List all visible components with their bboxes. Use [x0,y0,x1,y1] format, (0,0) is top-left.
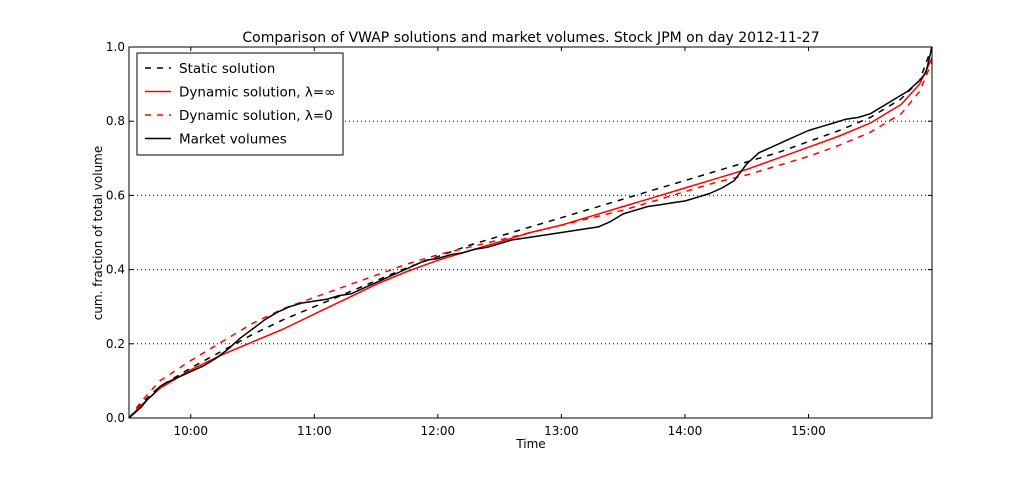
x-tick-label: 14:00 [668,424,703,438]
legend: Static solution Dynamic solution, λ=∞ Dyna… [136,52,344,156]
series-line-2 [128,61,933,419]
y-tick-label: 0.6 [106,188,125,202]
y-axis-label: cum. fraction of total volume [91,146,105,321]
axis-ticks: 10:00 11:00 12:00 13:00 14:00 15:00 0.0 0.2 0.4 0… [106,40,932,438]
x-tick-label: 15:00 [791,424,826,438]
y-tick-label: 0.0 [106,411,125,425]
legend-label-3: Market volumes [179,132,287,148]
x-tick-label: 10:00 [173,424,208,438]
x-tick-label: 11:00 [297,424,332,438]
series-group [128,46,933,419]
series-line-1 [128,57,933,419]
y-tick-label: 0.4 [106,263,125,277]
legend-label-2: Dynamic solution, λ=0 [179,108,333,124]
legend-box [136,52,344,156]
x-tick-label: 12:00 [421,424,456,438]
y-tick-label: 0.8 [106,114,125,128]
y-tick-label: 0.2 [106,337,125,351]
plot-frame [128,46,933,419]
chart-title: Comparison of VWAP solutions and market … [242,30,819,46]
x-axis-label: Time [515,437,545,451]
x-tick-label: 13:00 [544,424,579,438]
legend-label-0: Static solution [179,61,275,77]
series-line-3 [128,46,933,419]
y-tick-label: 1.0 [106,40,125,54]
legend-label-1: Dynamic solution, λ=∞ [179,85,335,101]
series-line-0 [128,46,933,419]
